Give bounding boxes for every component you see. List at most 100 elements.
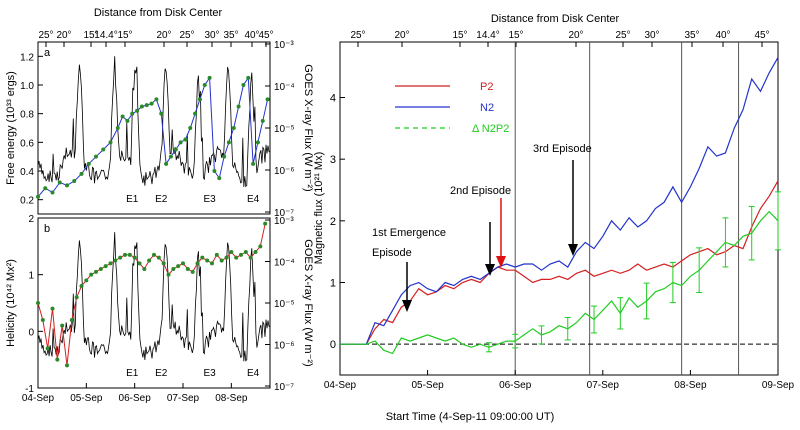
y-tick-label: 0: [28, 327, 34, 338]
y-tick-label: 0.2: [20, 196, 34, 207]
series-point: [265, 97, 270, 102]
series-point: [239, 252, 243, 257]
y2-tick-label: 10⁻⁶: [274, 166, 295, 177]
series-point: [193, 111, 198, 116]
series-point: [65, 363, 69, 368]
series-point: [36, 194, 40, 199]
panel-c-legend: P2 N2 Δ N2P2: [395, 81, 509, 135]
series-point: [86, 161, 91, 166]
x-tick-label: 09-Sep: [762, 380, 795, 391]
top-tick-label: 45°: [754, 30, 769, 41]
x-tick-label: 05-Sep: [411, 380, 444, 391]
annotation-1st-emergence: 1st Emergence: [372, 227, 446, 239]
panel-c-vlines: [514, 42, 740, 375]
top-tick-label: 15°: [452, 30, 467, 41]
panel-b-y2label: GOES X-ray Flux (W m⁻²): [302, 239, 314, 366]
series-point: [156, 255, 161, 260]
y-tick-label: 1.2: [20, 52, 34, 63]
top-tick-label: 20°: [394, 30, 409, 41]
series-point: [253, 250, 258, 254]
series-point: [139, 104, 144, 109]
series-point: [103, 264, 108, 269]
panel-c-frame: [339, 41, 779, 376]
legend-label-dn2p2: Δ N2P2: [472, 123, 509, 135]
y2-tick-label: 10⁻⁴: [274, 258, 295, 269]
series-point: [248, 255, 253, 260]
series-point: [241, 83, 246, 87]
top-tick-label: 35°: [684, 30, 699, 41]
x-tick-label: 04-Sep: [324, 380, 357, 391]
series-point: [120, 114, 125, 119]
arrow-1st-episode: [402, 262, 412, 312]
event-label: E1: [126, 194, 139, 205]
top-tick-label: 14.4°: [94, 30, 117, 41]
series-point: [135, 108, 140, 113]
legend-label-n2: N2: [480, 102, 494, 114]
series-point: [205, 258, 210, 263]
series-point: [200, 255, 205, 260]
series-point: [43, 186, 48, 191]
series-point: [144, 103, 149, 108]
series-point: [159, 111, 164, 116]
series-point: [164, 161, 169, 166]
series-point: [236, 104, 241, 109]
top-tick-label: 25°: [179, 30, 194, 41]
arrow-2nd-episode-black: [485, 222, 495, 276]
y-tick-label: 0.4: [20, 167, 34, 178]
event-label: E2: [155, 194, 168, 205]
series-point: [224, 255, 229, 260]
series-point: [60, 323, 65, 328]
y-tick-label: 0: [330, 339, 336, 351]
panel-a-events: E1 E2 E3 E4: [126, 194, 260, 205]
annotation-episode: Episode: [372, 247, 412, 259]
top-tick-label: 15°: [117, 30, 132, 41]
arrow-3rd-episode: [568, 160, 578, 256]
series-point: [202, 83, 207, 87]
panel-a-goes-curve: [37, 56, 271, 188]
panel-b-goes-curve: [37, 232, 271, 362]
event-label: E4: [247, 194, 260, 205]
series-point: [45, 346, 50, 351]
top-tick-label: 30°: [644, 30, 659, 41]
panel-c-series: [340, 57, 779, 355]
y-tick-label: 2: [330, 216, 336, 228]
series-point: [214, 252, 219, 257]
x-tick-label: 04-Sep: [22, 393, 55, 404]
series-point: [246, 75, 251, 80]
series-point: [94, 154, 98, 159]
series-point: [263, 221, 268, 226]
series-point: [142, 267, 147, 271]
series-point: [168, 154, 173, 159]
series-point: [65, 183, 69, 188]
top-tick-label: 25°: [38, 30, 53, 41]
series-point: [185, 267, 190, 271]
series-point: [113, 258, 118, 263]
y2-tick-label: 10⁻⁵: [274, 124, 295, 135]
top-tick-label: 20°: [56, 30, 71, 41]
series-point: [197, 97, 202, 102]
series-point: [243, 250, 248, 254]
panel-b-xticks: 04-Sep 05-Sep 06-Sep 07-Sep 08-Sep: [22, 383, 248, 404]
top-tick-label: 14.4°: [476, 30, 499, 41]
y-tick-label: -1: [25, 384, 34, 395]
series-line: [340, 180, 779, 345]
arrow-2nd-episode-red: [496, 198, 506, 268]
series-point: [79, 171, 84, 176]
x-tick-label: 07-Sep: [167, 393, 200, 404]
y-tick-label: 3: [330, 154, 336, 166]
legend-label-p2: P2: [480, 81, 493, 93]
series-point: [108, 261, 113, 266]
series-point: [195, 261, 200, 266]
y-tick-label: 1: [28, 271, 34, 282]
series-point: [98, 267, 103, 271]
panel-a-y2ticks: 10⁻³ 10⁻⁴ 10⁻⁵ 10⁻⁶ 10⁻⁷: [265, 40, 295, 219]
series-point: [176, 264, 181, 269]
panel-a-top-ticks: 25° 20° 15°14.4° 15° 20° 25° 30° 35° 40°45°: [38, 30, 274, 47]
series-point: [258, 244, 263, 249]
x-tick-label: 07-Sep: [587, 380, 620, 391]
series-point: [217, 176, 222, 181]
series-point: [149, 101, 154, 106]
y-tick-label: 0.8: [20, 110, 34, 121]
y-tick-label: 2: [28, 214, 34, 225]
series-point: [72, 179, 77, 184]
